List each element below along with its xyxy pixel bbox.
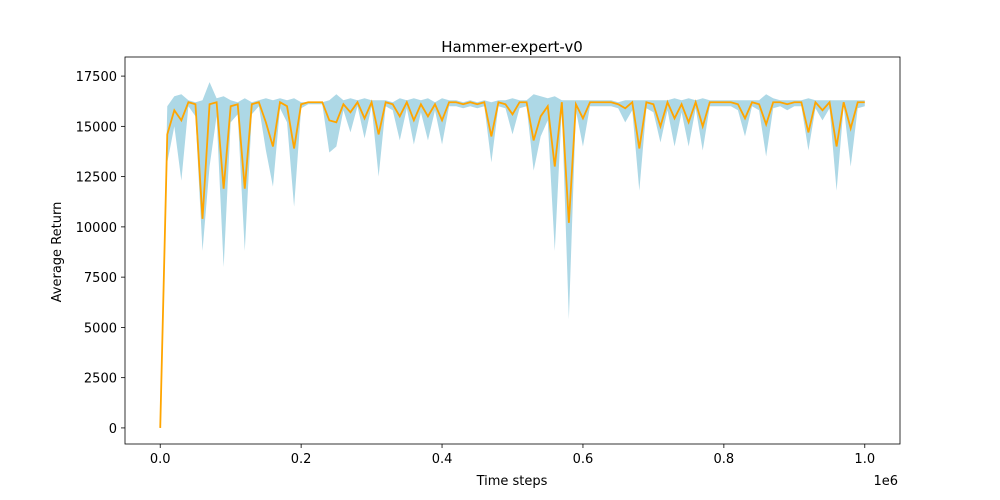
x-offset-label: 1e6 [873, 474, 898, 489]
y-tick-label: 15000 [76, 120, 117, 135]
y-tick-label: 2500 [84, 372, 117, 387]
x-tick-label: 0.8 [714, 452, 735, 467]
plot-frame [124, 56, 901, 445]
mean-line [159, 99, 865, 428]
x-tick-label: 0.2 [291, 452, 312, 467]
chart-title: Hammer-expert-v0 [441, 38, 583, 56]
confidence-band [160, 82, 865, 428]
y-tick-label: 0 [109, 422, 117, 437]
x-axis-label: Time steps [476, 474, 548, 489]
y-axis-label: Average Return [50, 202, 65, 303]
y-tick-label: 5000 [84, 321, 117, 336]
x-tick-label: 0.6 [573, 452, 594, 467]
y-tick-label: 12500 [76, 171, 117, 186]
x-tick-label: 0.4 [432, 452, 453, 467]
y-tick-label: 10000 [76, 221, 117, 236]
x-tick-label: 0.0 [150, 452, 171, 467]
y-tick-label: 17500 [76, 70, 117, 85]
y-tick-label: 7500 [84, 271, 117, 286]
x-tick-label: 1.0 [854, 452, 875, 467]
